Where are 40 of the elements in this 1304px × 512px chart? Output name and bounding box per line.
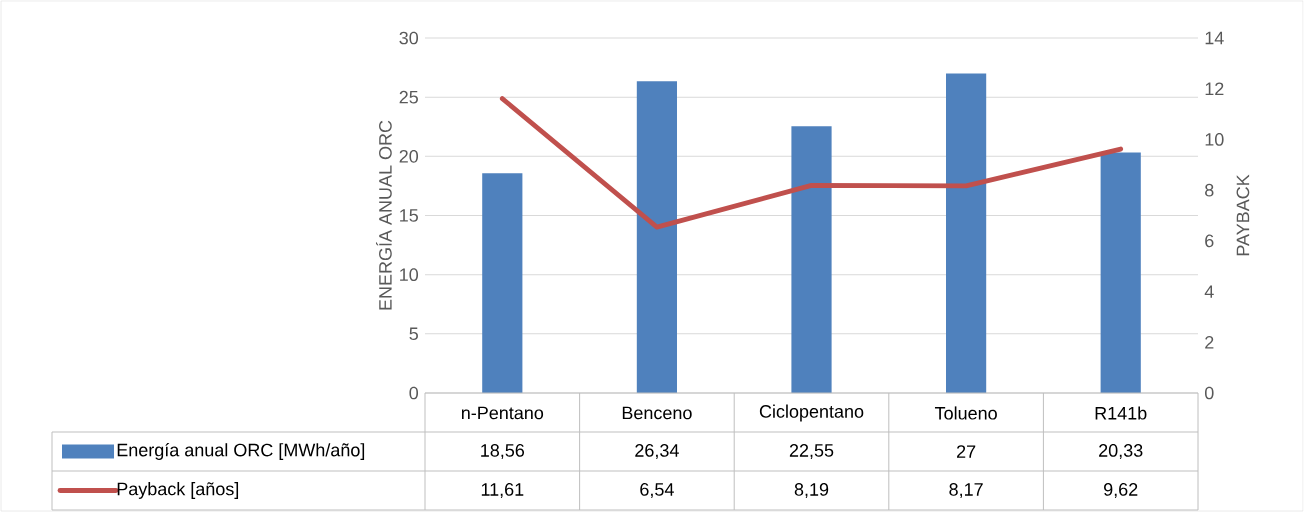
y2-tick-label: 4 — [1204, 285, 1214, 298]
line-series — [499, 96, 1124, 230]
y-tick-label: 10 — [400, 268, 419, 282]
data-label: 27 — [957, 445, 976, 458]
y-tick-label: 30 — [399, 31, 419, 45]
data-label: 20,33 — [1099, 444, 1143, 459]
y2-tick-label: 10 — [1205, 133, 1224, 146]
x-tick-label: Benceno — [622, 406, 692, 420]
y2-tick-label: 12 — [1205, 82, 1224, 95]
bar — [1100, 152, 1141, 393]
bar — [791, 126, 832, 393]
y2-tick-label: 0 — [1204, 386, 1214, 400]
data-label: 6,54 — [640, 483, 674, 498]
y2-axis-title: PAYBACK — [1236, 174, 1250, 256]
bar — [482, 173, 523, 393]
data-label: 26,34 — [635, 444, 679, 459]
y2-tick-label: 6 — [1205, 234, 1214, 248]
legend-label: Payback [años] — [117, 482, 239, 499]
y-axis-title: ENERGÍA ANUAL ORC — [375, 120, 392, 310]
data-label: 18,56 — [481, 444, 525, 459]
x-tick-label: R141b — [1095, 406, 1147, 420]
y2-tick-label: 2 — [1205, 336, 1214, 349]
data-label: 8,19 — [794, 483, 829, 498]
data-label: 9,62 — [1104, 483, 1138, 498]
y2-tick-label: 14 — [1205, 31, 1224, 45]
x-tick-label: Tolueno — [934, 406, 997, 420]
data-label: 8,17 — [949, 483, 983, 498]
y-tick-label: 0 — [409, 386, 419, 400]
x-tick-label: Ciclopentano — [759, 404, 864, 422]
y-tick-label: 20 — [399, 149, 419, 163]
x-tick-label: n-Pentano — [461, 406, 544, 420]
bar — [946, 73, 987, 393]
y2-tick-label: 8 — [1205, 183, 1214, 197]
y-tick-label: 15 — [400, 209, 418, 222]
y-tick-label: 5 — [409, 327, 418, 341]
bar — [636, 81, 678, 393]
legend-label: Energía anual ORC [MWh/año] — [117, 442, 365, 460]
y-tick-label: 25 — [399, 90, 418, 104]
data-label: 11,61 — [481, 483, 524, 498]
data-label: 22,55 — [789, 444, 834, 459]
